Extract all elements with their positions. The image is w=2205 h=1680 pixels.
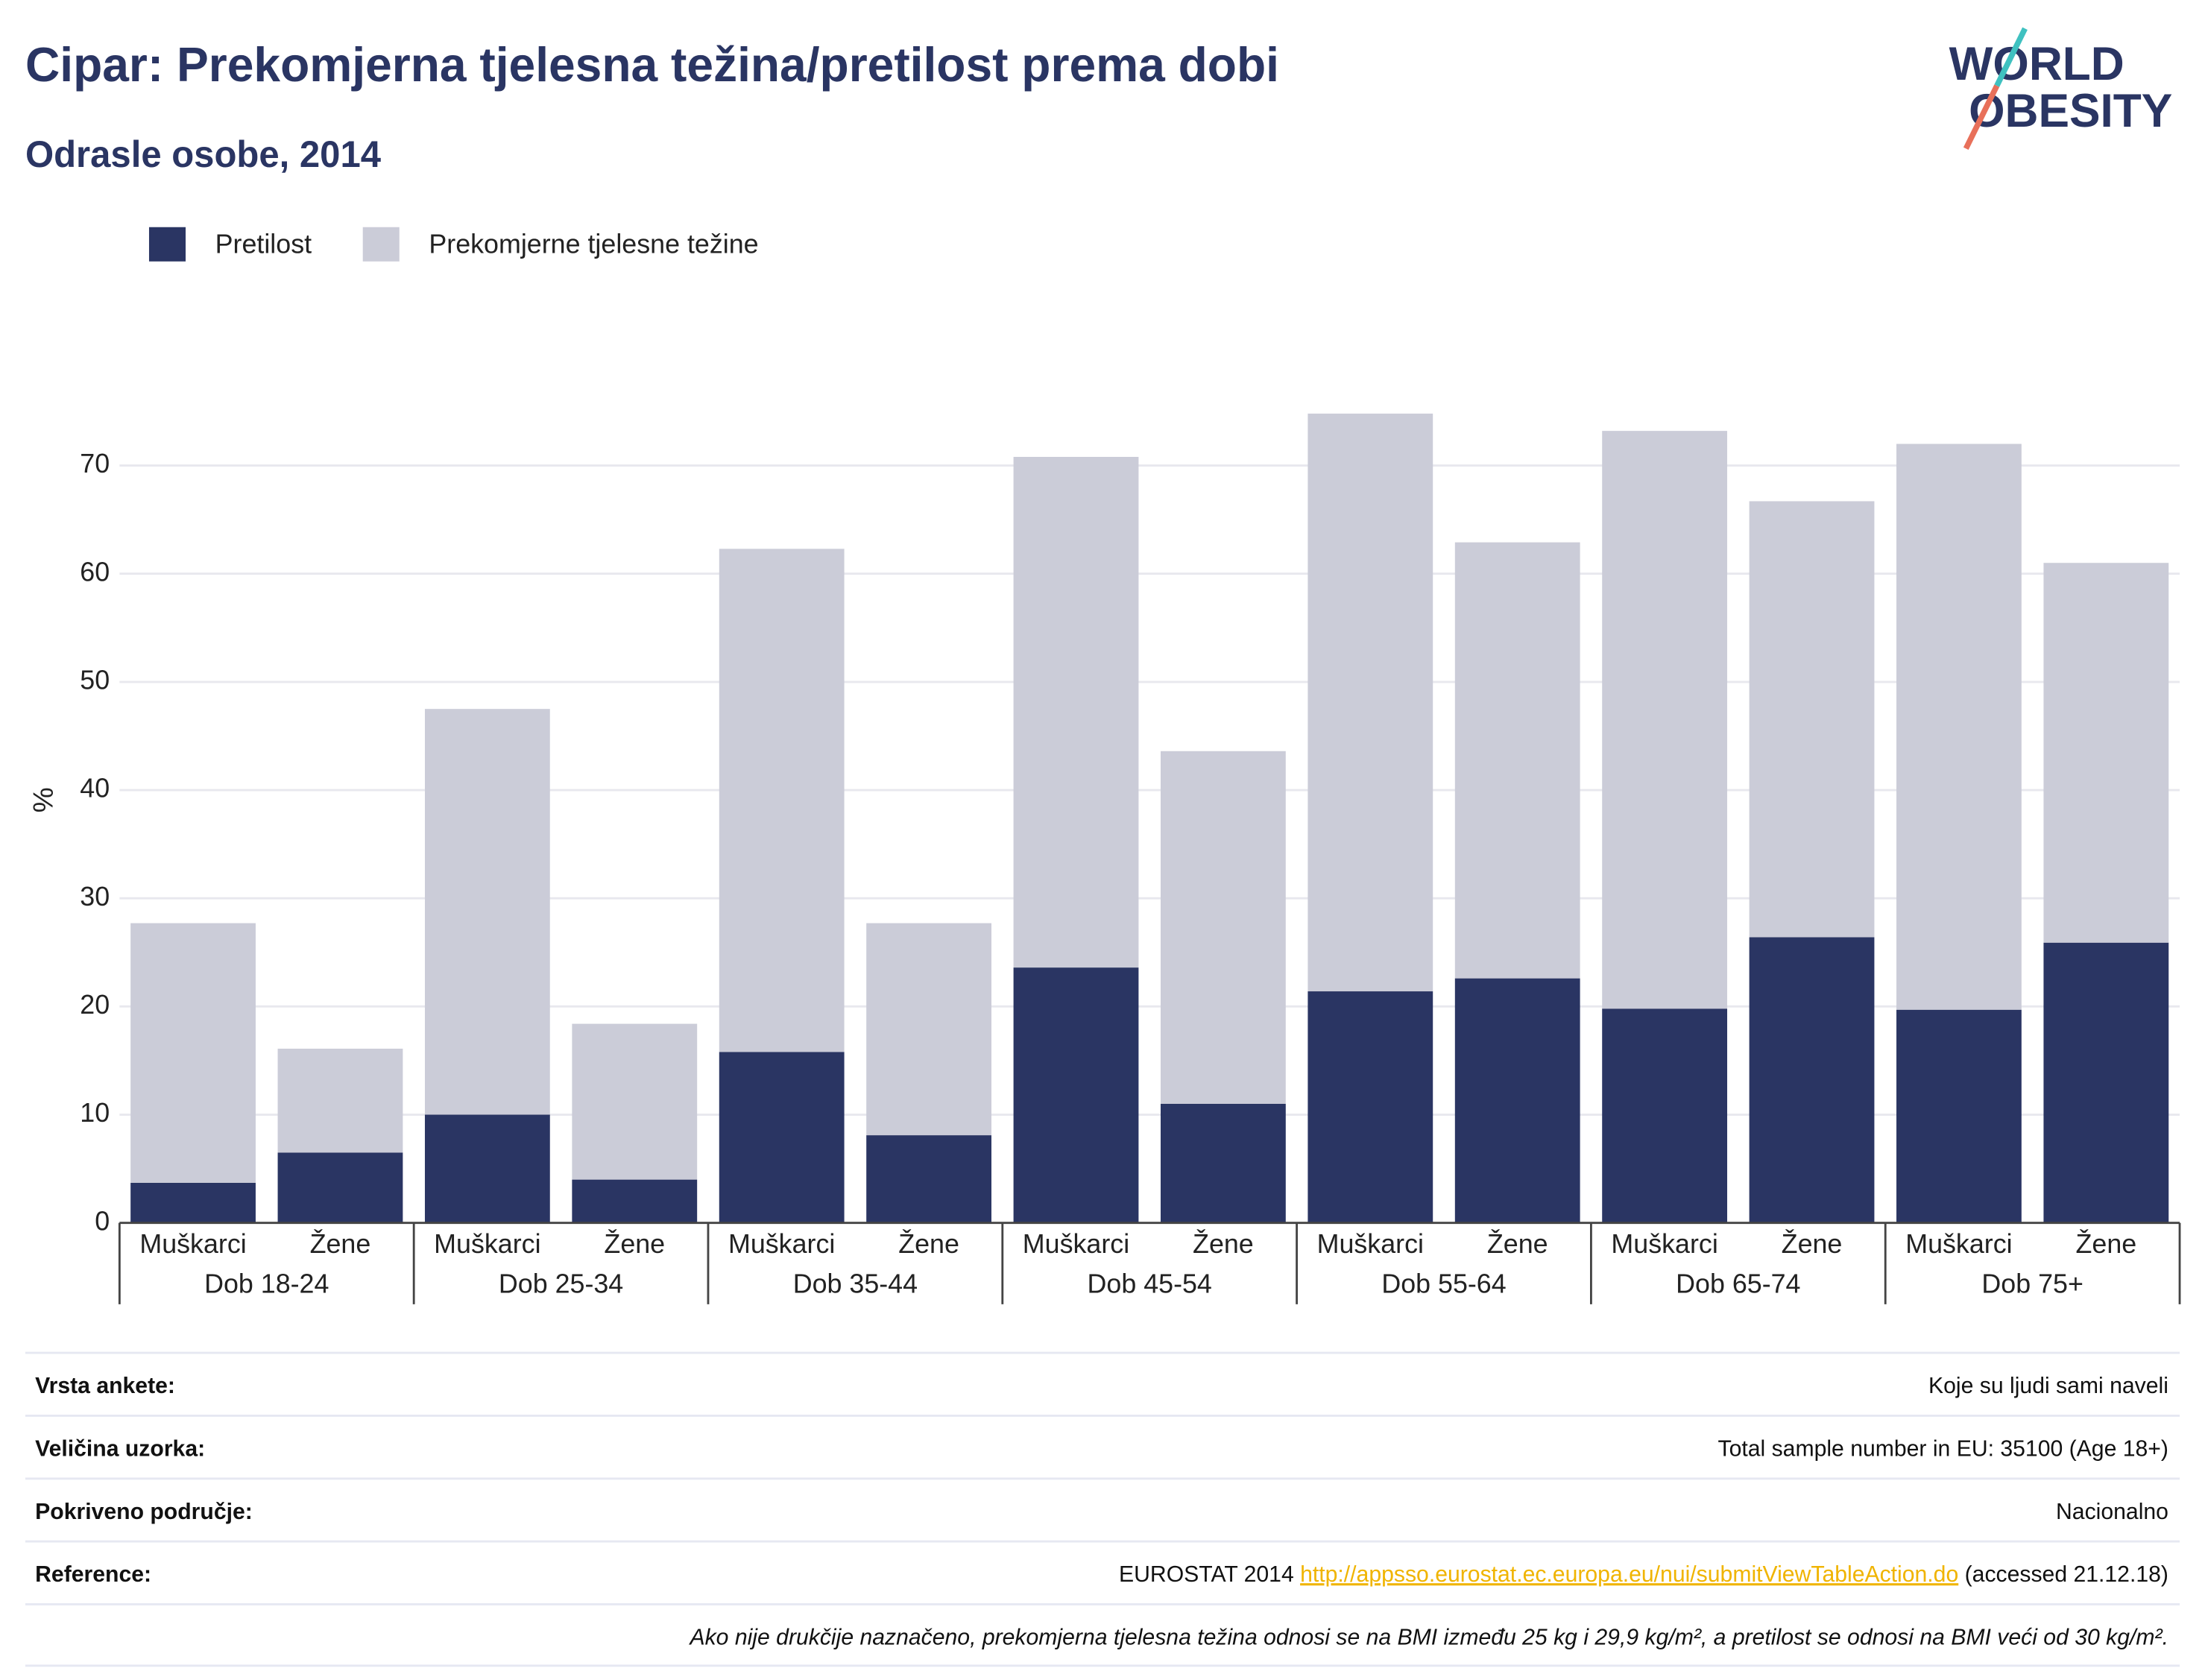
bar [1602,1008,1728,1223]
bar [1454,978,1580,1223]
bar [866,1135,991,1223]
x-tick-label: Žene [1487,1228,1548,1259]
bar [1749,501,1875,938]
bar [424,1114,550,1223]
x-tick-label: Muškarci [139,1228,246,1259]
x-group-label: Dob 65-74 [1676,1268,1800,1298]
footnote: Ako nije drukčije naznačeno, prekomjerna… [688,1624,2168,1649]
y-tick-label: 60 [80,556,110,587]
y-tick-label: 70 [80,448,110,479]
info-label: Vrsta ankete: [35,1373,175,1398]
info-label: Reference: [35,1561,151,1587]
x-group-label: Dob 18-24 [204,1268,329,1298]
bar [2043,942,2169,1223]
bar [277,1152,403,1223]
x-tick-label: Muškarci [1905,1228,2012,1259]
bar [1307,991,1433,1223]
y-tick-label: 50 [80,664,110,695]
bar [1307,413,1433,992]
x-tick-label: Žene [2075,1228,2136,1259]
legend-swatch [362,227,400,262]
bar [130,923,256,1183]
info-label: Veličina uzorka: [35,1436,205,1461]
bar [277,1048,403,1153]
x-tick-label: Muškarci [1023,1228,1129,1259]
x-tick-label: Žene [898,1228,959,1259]
bar [1013,967,1139,1223]
bar [866,923,991,1136]
y-tick-label: 30 [80,881,110,912]
x-tick-label: Žene [1193,1228,1254,1259]
legend-label: Pretilost [215,228,312,259]
info-value-part: (accessed 21.12.18) [1958,1561,2168,1587]
info-value-part: EUROSTAT 2014 [1119,1561,1300,1587]
x-group-label: Dob 75+ [1981,1268,2083,1298]
x-tick-label: Muškarci [728,1228,835,1259]
logo: WORLD OBESITY [1949,27,2172,151]
y-tick-label: 0 [95,1205,110,1236]
bar [719,549,845,1052]
bar [572,1023,698,1180]
logo-text: WORLD [1949,37,2124,90]
reference-link[interactable]: http://appsso.eurostat.ec.europa.eu/nui/… [1300,1561,1958,1587]
bar [1454,542,1580,979]
bar [130,1182,256,1223]
y-tick-label: 20 [80,989,110,1020]
legend-swatch [148,227,186,262]
x-tick-label: Muškarci [1317,1228,1424,1259]
info-value: Koje su ljudi sami naveli [1928,1373,2168,1398]
x-group-label: Dob 35-44 [793,1268,918,1298]
logo-slash [1994,27,2028,87]
legend-label: Prekomjerne tjelesne težine [429,228,758,259]
info-value: Nacionalno [2056,1499,2168,1524]
x-group-label: Dob 45-54 [1088,1268,1212,1298]
info-value: EUROSTAT 2014 http://appsso.eurostat.ec.… [1119,1561,2168,1587]
x-tick-label: Žene [310,1228,371,1259]
bar [1749,937,1875,1223]
chart-title: Cipar: Prekomjerna tjelesna težina/preti… [25,37,1279,92]
bar [1013,456,1139,968]
bar [572,1179,698,1223]
x-group-label: Dob 55-64 [1381,1268,1506,1298]
x-tick-label: Žene [604,1228,665,1259]
logo-text: OBESITY [1969,85,2172,138]
info-label: Pokriveno područje: [35,1499,253,1524]
bar [1896,1009,2022,1223]
chart-subtitle: Odrasle osobe, 2014 [25,134,382,175]
x-group-label: Dob 25-34 [499,1268,623,1298]
bar [1896,443,2022,1010]
y-tick-label: 40 [80,772,110,803]
info-value: Total sample number in EU: 35100 (Age 18… [1717,1436,2168,1461]
logo-slash [1963,84,2000,151]
x-tick-label: Muškarci [1611,1228,1717,1259]
bar [2043,563,2169,943]
bar [424,709,550,1115]
bar [1161,1103,1286,1223]
x-tick-label: Žene [1782,1228,1843,1259]
bar [719,1052,845,1223]
x-tick-label: Muškarci [434,1228,540,1259]
y-tick-label: 10 [80,1097,110,1128]
y-axis-label: % [28,787,60,812]
bar [1161,751,1286,1104]
bar [1602,431,1728,1009]
